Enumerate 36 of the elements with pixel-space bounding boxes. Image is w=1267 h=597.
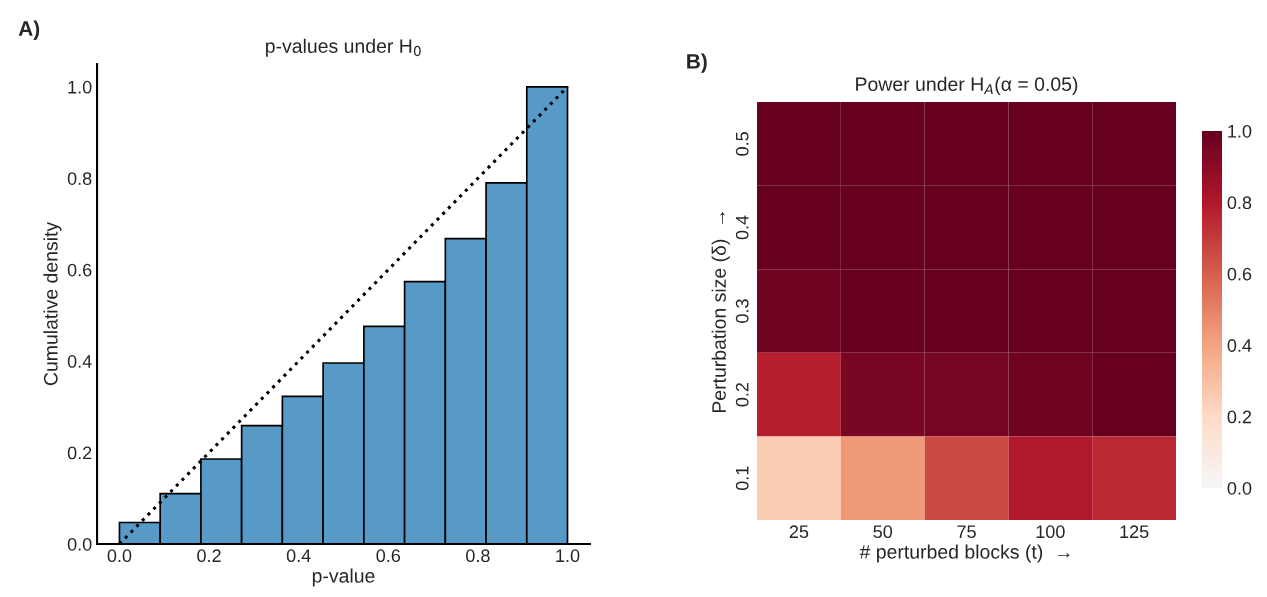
text: B) xyxy=(687,53,707,73)
y-tick-label: 0.2 xyxy=(67,446,92,460)
x-tick-label: 100 xyxy=(1036,525,1065,539)
x-tick-label: 125 xyxy=(1120,525,1149,539)
y-tick-label: 0.1 xyxy=(735,466,749,491)
y-axis-title: Perturbation size (δ) → xyxy=(711,212,730,413)
x-axis-title: # perturbed blocks (t) → xyxy=(859,544,1070,563)
y-tick-label: 0.8 xyxy=(67,172,92,185)
chart-title: Power under H$_{A}$(α = 0.05) xyxy=(856,76,1078,95)
y-tick-label: 0.4 xyxy=(67,355,92,368)
x-tick-label: 0.2 xyxy=(197,549,221,563)
color-bar-label: 0.0 xyxy=(1227,481,1252,495)
color-bar-label: 1.0 xyxy=(1228,124,1252,138)
y-tick-label: 0.2 xyxy=(735,382,749,407)
x-tick-label: 25 xyxy=(789,525,809,539)
y-axis-title: Cumulative density xyxy=(43,221,62,386)
x-tick-label: 0.0 xyxy=(107,549,132,563)
color-bar-label: 0.6 xyxy=(1227,267,1252,281)
y-tick-label: 0.5 xyxy=(735,132,749,156)
x-tick-label: 0.4 xyxy=(286,549,311,563)
x-tick-label: 50 xyxy=(873,525,893,539)
color-bar-label: 0.4 xyxy=(1227,339,1252,352)
x-axis-title: p-value xyxy=(312,568,375,587)
chart-title: p-values under H$_{0}$ xyxy=(265,38,421,57)
x-tick-label: 0.8 xyxy=(466,549,490,563)
x-tick-label: 1.0 xyxy=(556,549,580,563)
x-tick-label: 0.6 xyxy=(376,549,401,563)
y-tick-label: 0.0 xyxy=(67,537,92,551)
y-tick-label: 0.3 xyxy=(735,299,749,323)
color-bar-label: 0.8 xyxy=(1227,196,1252,210)
x-tick-label: 75 xyxy=(957,525,976,539)
y-tick-label: 0.6 xyxy=(67,263,92,277)
y-tick-label: 1.0 xyxy=(68,80,92,94)
color-bar-label: 0.2 xyxy=(1227,410,1252,424)
y-tick-label: 0.4 xyxy=(735,215,749,240)
text: A) xyxy=(18,20,40,40)
